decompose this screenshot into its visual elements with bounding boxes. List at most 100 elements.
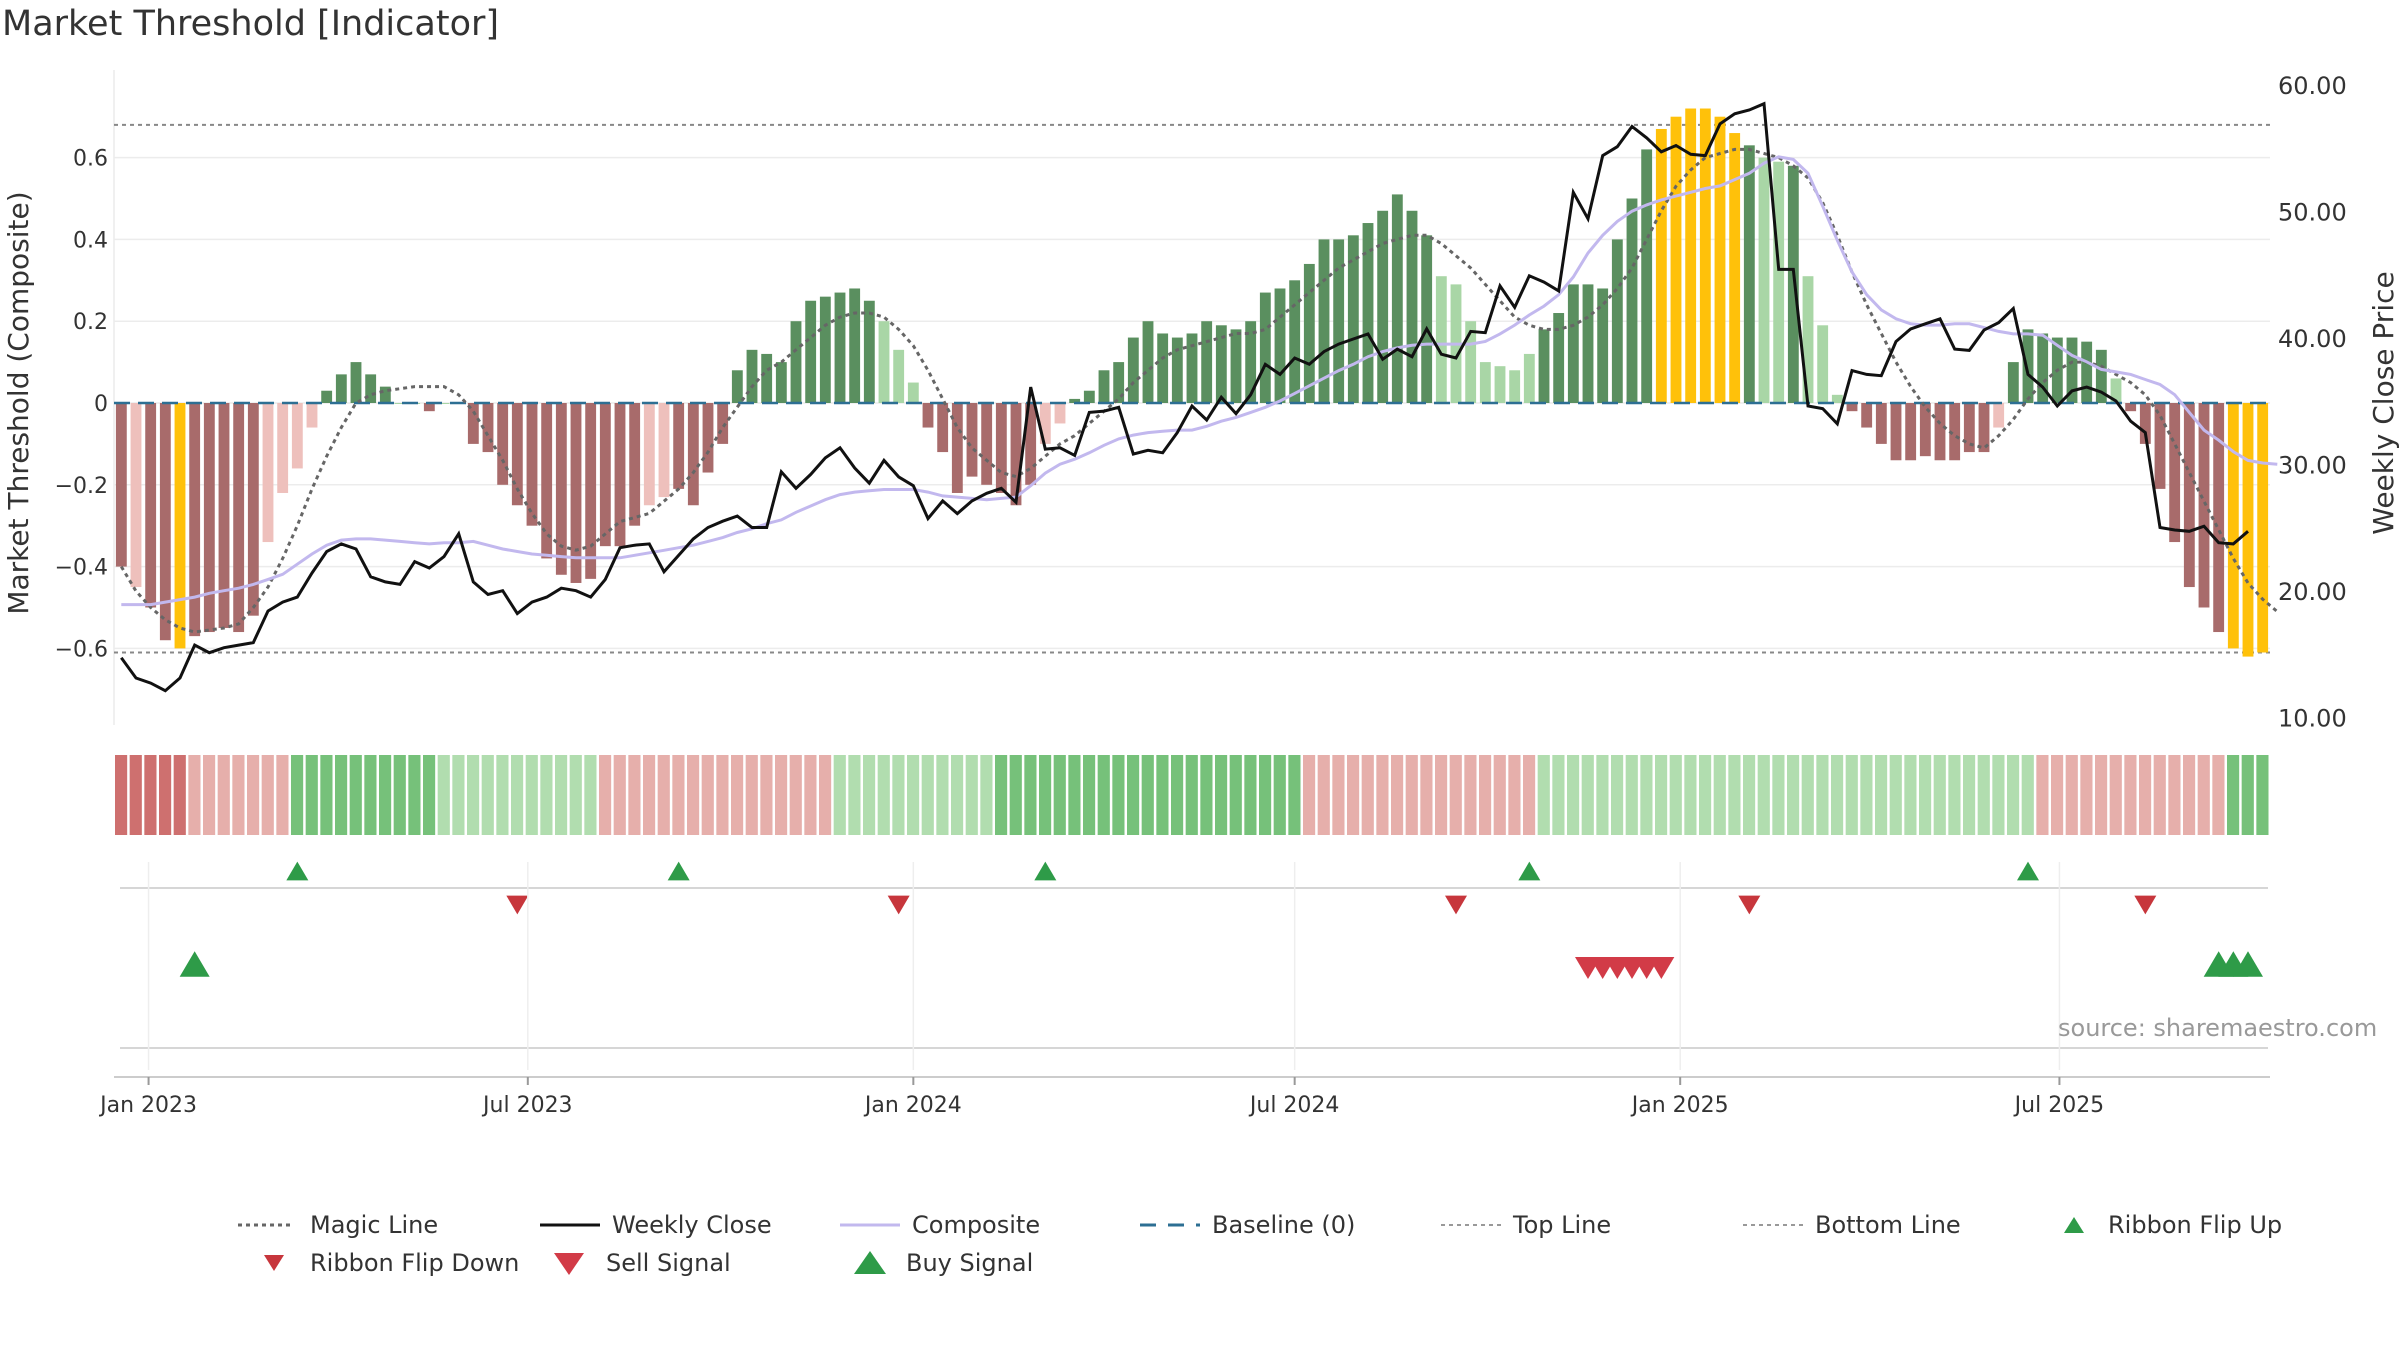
ribbon-cell [1537, 755, 1550, 835]
composite-bar [746, 349, 758, 403]
signal-markers [120, 861, 2268, 1049]
ribbon-cell [1743, 755, 1756, 835]
composite-bar [2066, 337, 2078, 403]
composite-bar [2110, 378, 2122, 403]
ribbon-cell [643, 755, 656, 835]
composite-bar [2242, 403, 2254, 657]
composite-bar [526, 403, 538, 526]
ribbon-cell [745, 755, 758, 835]
legend-label: Sell Signal [606, 1249, 731, 1277]
composite-bar [1435, 276, 1447, 403]
ribbon-flip-down-marker [887, 895, 910, 915]
composite-bar [673, 403, 685, 489]
composite-bar [1919, 403, 1931, 457]
ribbon-cell [320, 755, 333, 835]
ribbon-cell [1523, 755, 1536, 835]
ribbon-cell [907, 755, 920, 835]
composite-bar [1699, 108, 1711, 404]
composite-bar [937, 403, 949, 453]
composite-bar [907, 382, 919, 403]
composite-bar [394, 403, 406, 404]
composite-bar [1113, 362, 1125, 403]
ribbon-cell [1992, 755, 2005, 835]
legend-item: Weekly Close [540, 1211, 772, 1239]
ribbon-cell [1816, 755, 1829, 835]
composite-bar [1538, 329, 1550, 403]
y-tick-label-right: 30.00 [2278, 452, 2347, 480]
composite-bar [1729, 133, 1741, 403]
ribbon-cell [2212, 755, 2225, 835]
ribbon-cell [1699, 755, 1712, 835]
y-tick-label-left: −0.4 [55, 556, 108, 581]
composite-bar [995, 403, 1007, 493]
ribbon-cell [115, 755, 128, 835]
composite-bar [145, 403, 157, 608]
ribbon-cell [1669, 755, 1682, 835]
ribbon-cell [1933, 755, 1946, 835]
y-tick-label-left: 0.6 [73, 147, 108, 172]
ribbon-cell [423, 755, 436, 835]
ribbon-cell [364, 755, 377, 835]
composite-line [121, 155, 2278, 607]
legend-swatch-flip-up [2064, 1217, 2084, 1233]
composite-bar [643, 403, 655, 506]
composite-bar [1069, 398, 1081, 403]
composite-bar [379, 386, 391, 403]
ribbon-cell [1229, 755, 1242, 835]
ribbon-cell [2197, 755, 2210, 835]
composite-bar [2257, 403, 2269, 653]
y-axis-label-right: Weekly Close Price [2367, 271, 2400, 534]
ribbon-cell [2153, 755, 2166, 835]
composite-bar [1259, 292, 1271, 403]
ribbon-cell [1083, 755, 1096, 835]
y-tick-label-left: 0.4 [73, 228, 108, 253]
legend-label: Buy Signal [906, 1249, 1033, 1277]
composite-bar [1201, 321, 1213, 403]
ribbon-cell [1684, 755, 1697, 835]
legend-item: Buy Signal [854, 1249, 1033, 1277]
composite-bar [1377, 210, 1389, 403]
composite-bar [629, 403, 641, 526]
composite-bar [233, 403, 245, 633]
composite-bar [834, 292, 846, 403]
ribbon-cell [2021, 755, 2034, 835]
composite-bar [1787, 165, 1799, 403]
ribbon-cell [892, 755, 905, 835]
ribbon-cell [628, 755, 641, 835]
ribbon-cell [1097, 755, 1110, 835]
ribbon-cell [1376, 755, 1389, 835]
composite-bar [467, 403, 479, 444]
x-tick-label: Jan 2024 [863, 1093, 962, 1118]
ribbon-cell [599, 755, 612, 835]
ribbon-cell [657, 755, 670, 835]
y-tick-label-left: −0.6 [55, 637, 108, 662]
composite-bar [218, 403, 230, 628]
ribbon-cell [1860, 755, 1873, 835]
ribbon-cell [980, 755, 993, 835]
composite-bar [790, 321, 802, 403]
composite-bar [1685, 108, 1697, 404]
ribbon-cell [1303, 755, 1316, 835]
composite-bar [585, 403, 597, 579]
legend-label: Magic Line [310, 1211, 438, 1239]
legend-swatch-flip-down [264, 1255, 284, 1271]
legend-label: Top Line [1512, 1211, 1611, 1239]
composite-bar [1831, 394, 1843, 403]
ribbon-flip-down-marker [1738, 895, 1761, 915]
ribbon-cell [232, 755, 245, 835]
ribbon-cell [1904, 755, 1917, 835]
ribbon-cell [452, 755, 465, 835]
ribbon-cell [1244, 755, 1257, 835]
ribbon-cell [1831, 755, 1844, 835]
composite-bar [247, 403, 259, 616]
legend-label: Weekly Close [612, 1211, 772, 1239]
ribbon-cell [2051, 755, 2064, 835]
ribbon-cell [496, 755, 509, 835]
ribbon-cell [1391, 755, 1404, 835]
buy-signal-marker [179, 951, 210, 977]
ribbon-cell [1611, 755, 1624, 835]
composite-bar [1230, 329, 1242, 403]
composite-bar [819, 296, 831, 403]
composite-bar [1802, 276, 1814, 403]
ribbon-flip-up-marker [286, 861, 309, 881]
